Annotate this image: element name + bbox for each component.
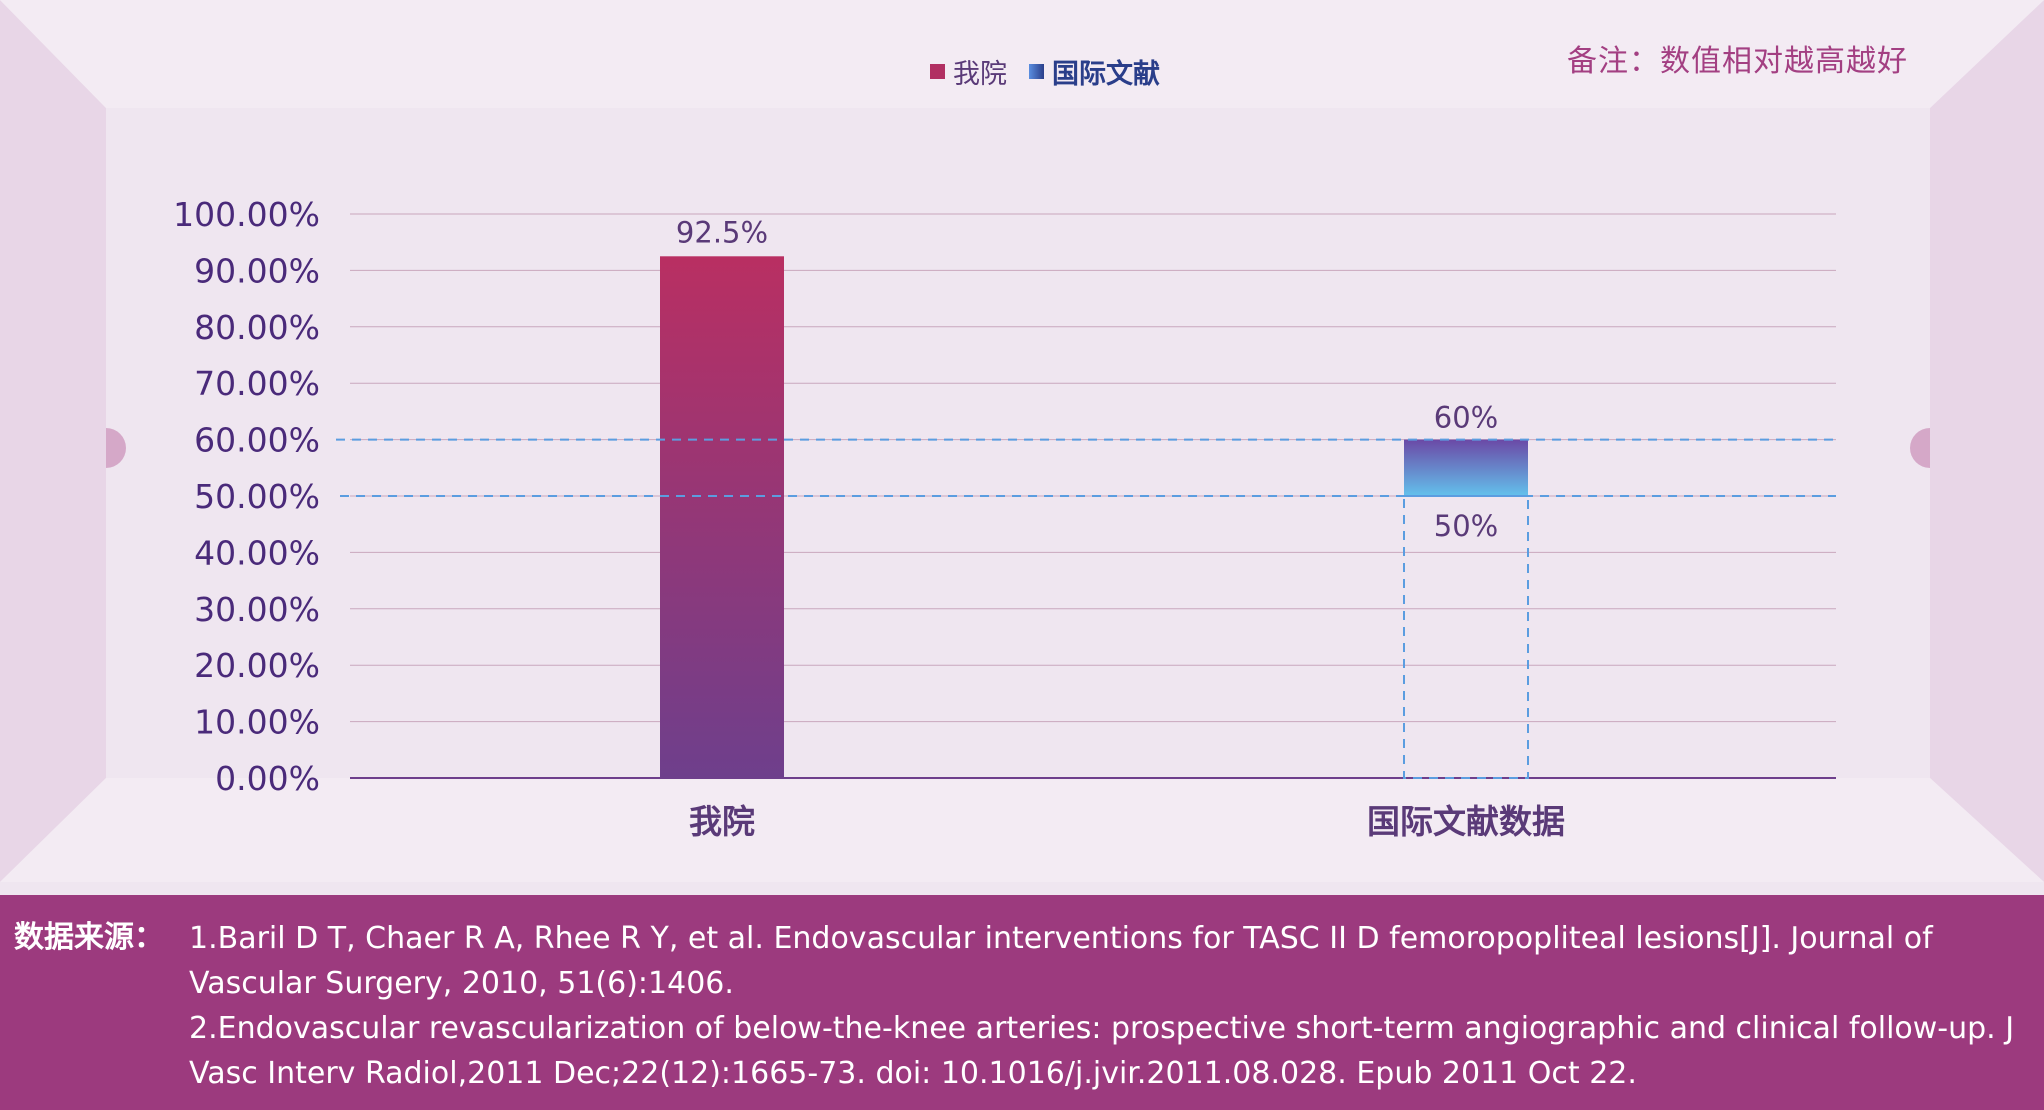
legend-item-literature: 国际文献 [1029,52,1160,91]
bar-hospital [660,256,784,778]
frame-right-wall [1930,0,2044,882]
y-tick-label: 30.00% [194,590,320,629]
y-tick-labels: 0.00% 10.00% 20.00% 30.00% 40.00% 50.00% 60.00… [173,195,320,798]
y-tick-label: 0.00% [215,759,320,798]
bar-literature-range [1404,439,1528,496]
chart-frame: 0.00% 10.00% 20.00% 30.00% 40.00% 50.00% 60.00… [0,0,2044,882]
legend: 我院 国际文献 [930,52,1160,91]
frame-back-panel [106,108,1930,778]
y-tick-label: 90.00% [194,251,320,290]
bar-layer [336,256,1836,779]
y-tick-label: 10.00% [194,703,320,742]
x-tick-labels: 我院 国际文献数据 [689,802,1565,841]
chart-note: 备注：数值相对越高越好 [1567,44,1908,79]
legend-label-literature: 国际文献 [1052,59,1160,90]
frame-left-wall [0,0,106,882]
legend-swatch-literature [1029,64,1044,79]
source-reference-1: 1.Baril D T, Chaer R A, Rhee R Y, et al.… [189,921,1933,1001]
chart-canvas: 0.00% 10.00% 20.00% 30.00% 40.00% 50.00% 60.00… [0,0,2044,882]
data-label-literature-low: 50% [1434,509,1498,543]
y-tick-label: 80.00% [194,308,320,347]
frame-top-wall [0,0,2044,108]
y-tick-label: 20.00% [194,646,320,685]
y-tick-label: 70.00% [194,364,320,403]
sources-list: 1.Baril D T, Chaer R A, Rhee R Y, et al.… [189,916,2024,1110]
bar-literature-outline [1403,495,1529,779]
legend-label-hospital: 我院 [953,59,1007,90]
legend-item-hospital: 我院 [930,52,1007,91]
y-tick-label: 60.00% [194,421,320,460]
y-tick-label: 50.00% [194,477,320,516]
data-label-literature-high: 60% [1434,401,1498,435]
frame-left-knob [106,428,126,468]
data-labels: 92.5% 60% 50% [676,215,1498,543]
x-tick-label: 国际文献数据 [1367,802,1565,841]
data-label-hospital: 92.5% [676,215,768,249]
y-tick-label: 40.00% [194,533,320,572]
y-tick-label: 100.00% [173,195,320,234]
source-reference-2: 2.Endovascular revascularization of belo… [189,1011,2015,1091]
frame-right-knob [1910,428,1930,468]
sources-label: 数据来源： [14,920,164,955]
sources-footer: 数据来源： 1.Baril D T, Chaer R A, Rhee R Y, … [0,895,2044,1110]
frame-bottom-wall [0,778,2044,882]
x-tick-label: 我院 [689,802,755,841]
legend-swatch-hospital [930,64,945,79]
